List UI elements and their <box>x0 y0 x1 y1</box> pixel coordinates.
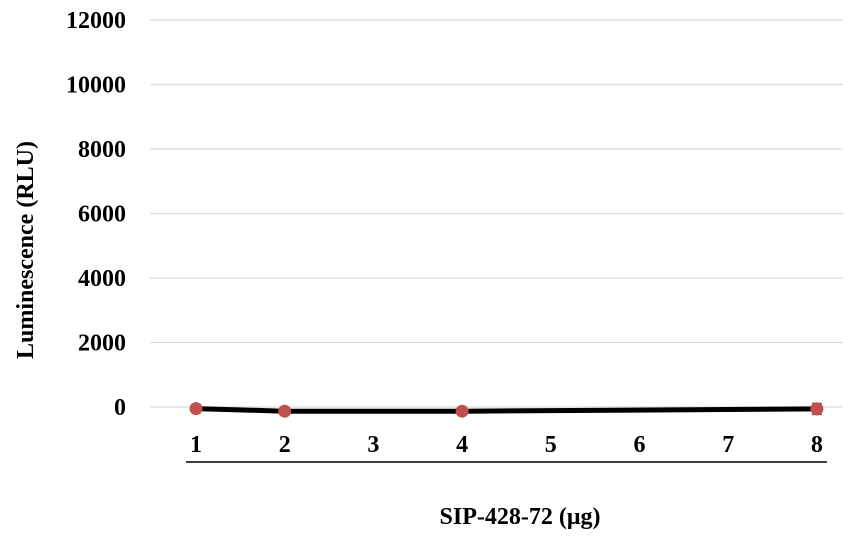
x-tick-label: 7 <box>722 432 734 458</box>
y-tick-label: 10000 <box>66 73 126 99</box>
x-tick-label: 4 <box>456 432 468 458</box>
x-axis-tick-labels: 1 2 3 4 5 6 7 8 <box>190 432 823 458</box>
x-tick-label: 1 <box>190 432 202 458</box>
data-point <box>189 402 203 416</box>
y-axis-tick-labels: 0 2000 4000 6000 8000 10000 12000 <box>66 8 126 421</box>
x-tick-label: 2 <box>279 432 291 458</box>
y-axis-title: Luminescence (RLU) <box>13 141 39 359</box>
x-tick-label: 8 <box>811 432 823 458</box>
data-point <box>455 404 469 418</box>
x-tick-label: 6 <box>634 432 646 458</box>
data-point <box>278 404 292 418</box>
y-tick-label: 8000 <box>78 137 126 163</box>
y-tick-label: 4000 <box>78 266 126 292</box>
x-axis-title: SIP-428-72 (μg) <box>440 504 601 530</box>
data-point <box>810 402 824 416</box>
x-tick-label: 5 <box>545 432 557 458</box>
gridlines <box>150 19 843 408</box>
x-tick-label: 3 <box>367 432 379 458</box>
y-tick-label: 2000 <box>78 331 126 357</box>
y-tick-label: 0 <box>114 395 126 421</box>
series-layer <box>189 402 824 418</box>
y-tick-label: 12000 <box>66 8 126 34</box>
y-tick-label: 6000 <box>78 202 126 228</box>
series-line <box>195 406 817 414</box>
